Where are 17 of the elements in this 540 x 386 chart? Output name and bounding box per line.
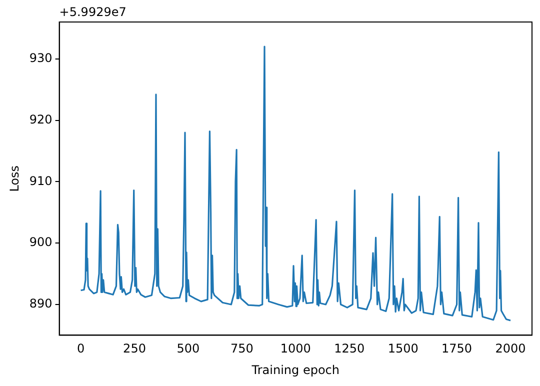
x-tick-label: 750 [230,342,254,356]
x-tick-label: 1750 [442,342,472,356]
y-tick-label: 930 [29,50,52,65]
x-axis-title: Training epoch [250,362,340,377]
text: +5.9929e7 [59,5,126,20]
x-tick-label: 0 [76,342,85,356]
y-axis-title: Loss [7,165,22,192]
y-tick-label: 910 [29,174,52,188]
x-tick-label: 250 [123,342,146,356]
x-tick-label: 1500 [388,342,418,356]
y-tick-label: 900 [29,235,52,250]
y-tick-label: 920 [29,112,52,126]
x-tick-label: 500 [176,342,200,356]
x-tick-label: 1000 [280,342,311,356]
x-tick-label: 1250 [334,342,365,356]
x-tick-label: 2000 [495,342,526,356]
y-tick-label: 890 [29,296,52,311]
